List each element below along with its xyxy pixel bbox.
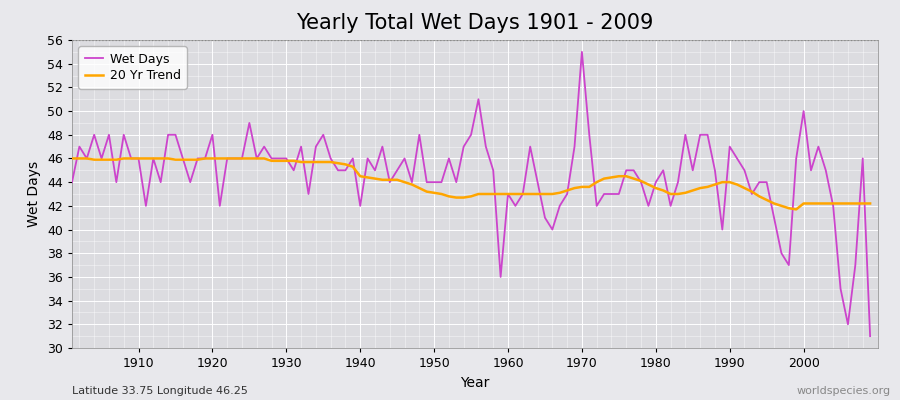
20 Yr Trend [591,180,602,184]
20 Yr Trend [333,161,344,166]
Wet Days [333,168,344,173]
Text: worldspecies.org: worldspecies.org [796,386,891,396]
Wet Days [495,274,506,279]
Line: 20 Yr Trend: 20 Yr Trend [72,158,870,209]
Wet Days [577,50,588,54]
20 Yr Trend [126,156,137,161]
Wet Days [865,334,876,338]
20 Yr Trend [502,192,513,196]
20 Yr Trend [865,201,876,206]
20 Yr Trend [791,207,802,212]
20 Yr Trend [67,156,77,161]
Line: Wet Days: Wet Days [72,52,870,336]
Title: Yearly Total Wet Days 1901 - 2009: Yearly Total Wet Days 1901 - 2009 [296,13,653,33]
Text: Latitude 33.75 Longitude 46.25: Latitude 33.75 Longitude 46.25 [72,386,248,396]
20 Yr Trend [495,192,506,196]
Wet Days [288,168,299,173]
20 Yr Trend [288,158,299,163]
Wet Days [598,192,609,196]
Wet Days [67,180,77,184]
Wet Days [502,192,513,196]
Y-axis label: Wet Days: Wet Days [27,161,41,227]
Legend: Wet Days, 20 Yr Trend: Wet Days, 20 Yr Trend [78,46,187,88]
Wet Days [126,156,137,161]
X-axis label: Year: Year [460,376,490,390]
